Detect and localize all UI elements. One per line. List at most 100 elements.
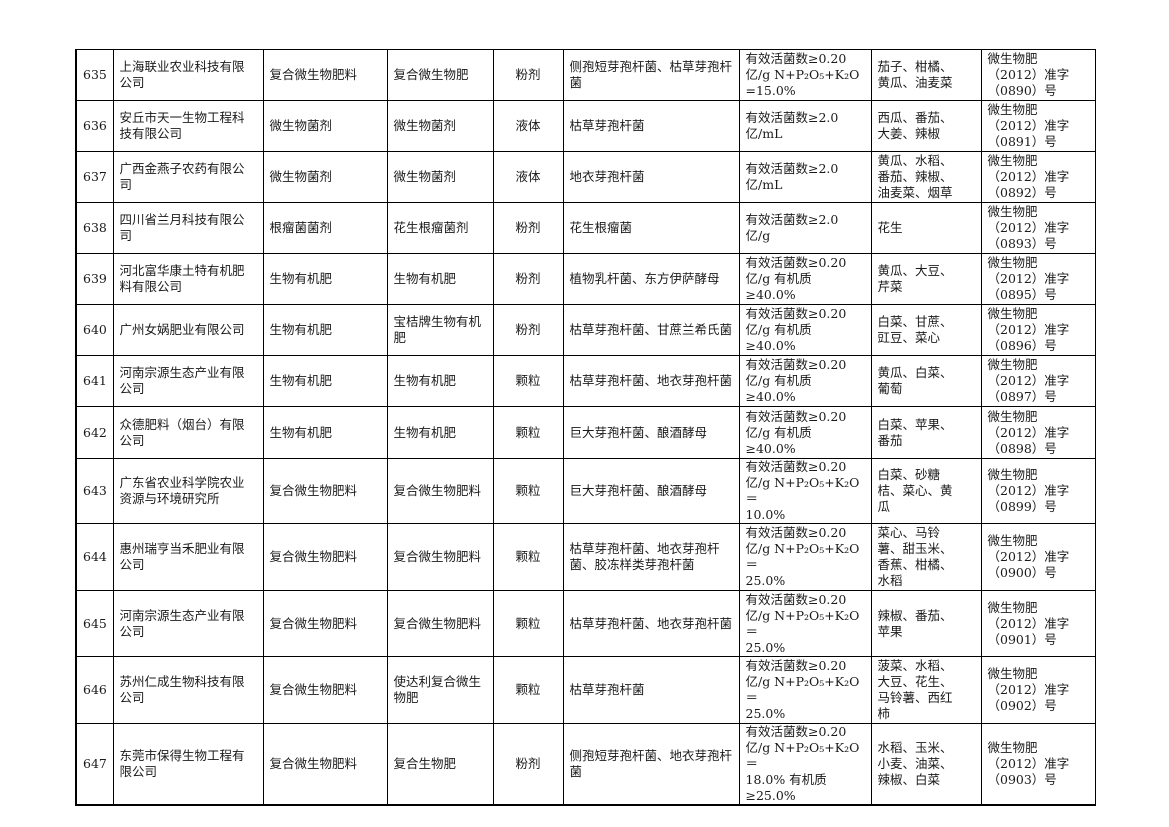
technical-content: 有效活菌数≥0.20 亿/g N+P₂O₅+K₂O =15.0%	[738, 49, 872, 101]
applicable-crops-line: 大姜、辣椒	[877, 126, 941, 141]
company-name: 广西金燕子农药有限公司	[112, 151, 264, 203]
registration-number-line: 微生物肥	[987, 599, 1038, 615]
technical-content-line: 有效活菌数≥0.20	[745, 724, 847, 739]
registration-number: 微生物肥 （2012）准字 （0900）号	[980, 523, 1096, 591]
applicable-crops-line: 黄瓜、大豆、	[877, 263, 953, 278]
registration-number: 微生物肥 （2012）准字 （0902）号	[980, 656, 1096, 724]
technical-content-line: 亿/g	[745, 228, 771, 243]
applicable-crops-line: 黄瓜、油麦菜	[877, 75, 953, 90]
row-number: 639	[75, 253, 114, 305]
strain-list: 植物乳杆菌、东方伊萨酵母	[562, 253, 740, 305]
product-form: 颗粒	[492, 458, 564, 524]
technical-content-line: 有效活菌数≥2.0	[745, 212, 839, 227]
table-row: 642 众德肥料（烟台）有限公司 生物有机肥 生物有机肥 颗粒 巨大芽孢杆菌、酿酒酵母 有效…	[75, 406, 1096, 459]
technical-content-line: =15.0%	[745, 83, 796, 98]
table-row: 639 河北富华康土特有机肥料有限公司 生物有机肥 生物有机肥 粉剂 植物乳杆菌、东方伊萨…	[75, 253, 1096, 305]
applicable-crops: 黄瓜、白菜、 葡萄	[870, 355, 982, 407]
product-form: 颗粒	[492, 656, 564, 724]
row-number: 647	[75, 723, 114, 806]
registration-number: 微生物肥 （2012）准字 （0897）号	[980, 355, 1096, 407]
technical-content-line: 亿/g N+P₂O₅+K₂O＝	[745, 475, 860, 506]
registration-number-line: （0899）号	[987, 499, 1057, 514]
registration-number-line: （2012）准字	[987, 373, 1070, 388]
product-category: 生物有机肥	[262, 406, 388, 459]
strain-list: 巨大芽孢杆菌、酿酒酵母	[562, 406, 740, 459]
registration-number-line: （2012）准字	[987, 271, 1070, 286]
registration-number: 微生物肥 （2012）准字 （0892）号	[980, 151, 1096, 203]
table-row: 637 广西金燕子农药有限公司 微生物菌剂 微生物菌剂 液体 地衣芽孢杆菌 有效活菌数≥2.…	[75, 151, 1096, 203]
technical-content-line: 亿/g N+P₂O₅+K₂O＝	[745, 607, 860, 639]
registration-number-line: （0900）号	[987, 565, 1057, 580]
product-form: 粉剂	[492, 253, 564, 305]
applicable-crops-line: 菜心、马铃	[877, 525, 941, 540]
applicable-crops: 白菜、甘蔗、 豇豆、菜心	[870, 304, 982, 356]
company-name: 河北富华康土特有机肥料有限公司	[112, 253, 264, 305]
technical-content-line: 25.0%	[745, 706, 786, 721]
technical-content-line: 18.0% 有机质	[745, 772, 827, 787]
company-name: 众德肥料（烟台）有限公司	[112, 406, 264, 459]
registration-number: 微生物肥 （2012）准字 （0896）号	[980, 304, 1096, 356]
product-name: 微生物菌剂	[386, 151, 494, 203]
technical-content-line: ≥25.0%	[745, 788, 796, 803]
product-name: 复合微生物肥	[386, 49, 494, 101]
product-name: 宝桔牌生物有机肥	[386, 304, 494, 356]
technical-content: 有效活菌数≥0.20 亿/g 有机质 ≥40.0%	[738, 406, 872, 459]
technical-content-line: ≥40.0%	[745, 287, 796, 302]
technical-content-line: 有效活菌数≥0.20	[745, 255, 847, 270]
registration-number-line: （0898）号	[987, 440, 1057, 456]
applicable-crops-line: 芹菜	[877, 279, 903, 294]
applicable-crops-line: 豇豆、菜心	[877, 330, 941, 345]
strain-list: 枯草芽孢杆菌、甘蔗兰希氏菌	[562, 304, 740, 356]
technical-content: 有效活菌数≥2.0 亿/mL	[738, 100, 872, 152]
technical-content: 有效活菌数≥0.20 亿/g 有机质 ≥40.0%	[738, 304, 872, 356]
registration-number: 微生物肥 （2012）准字 （0898）号	[980, 406, 1096, 459]
technical-content-line: 亿/mL	[745, 177, 783, 192]
registration-number-line: 微生物肥	[987, 255, 1038, 270]
technical-content: 有效活菌数≥2.0 亿/g	[738, 202, 872, 254]
applicable-crops-line: 茄子、柑橘、	[877, 59, 953, 74]
row-number: 641	[75, 355, 114, 407]
registration-number-line: （2012）准字	[987, 169, 1070, 184]
registration-number-line: （0890）号	[987, 83, 1057, 98]
strain-list: 枯草芽孢杆菌	[562, 656, 740, 724]
product-category: 复合微生物肥料	[262, 523, 388, 591]
applicable-crops: 白菜、苹果、 番茄	[870, 406, 982, 459]
technical-content-line: 有效活菌数≥0.20	[745, 306, 847, 321]
technical-content-line: ≥40.0%	[745, 338, 796, 353]
registration-number: 微生物肥 （2012）准字 （0903）号	[980, 723, 1096, 806]
applicable-crops-line: 柿	[877, 706, 891, 721]
product-category: 生物有机肥	[262, 355, 388, 407]
product-category: 复合微生物肥料	[262, 590, 388, 657]
technical-content-line: 亿/g N+P₂O₅+K₂O＝	[745, 674, 860, 705]
table-row: 640 广州女娲肥业有限公司 生物有机肥 宝桔牌生物有机肥 粉剂 枯草芽孢杆菌、甘蔗兰希氏…	[75, 304, 1096, 356]
strain-list: 巨大芽孢杆菌、酿酒酵母	[562, 458, 740, 524]
strain-list: 枯草芽孢杆菌	[562, 100, 740, 152]
product-form: 粉剂	[492, 304, 564, 356]
technical-content-line: 有效活菌数≥0.20	[745, 357, 847, 372]
applicable-crops-line: 辣椒、白菜	[877, 772, 941, 787]
registration-number-line: （2012）准字	[987, 549, 1070, 564]
applicable-crops-line: 黄瓜、水稻、	[877, 153, 953, 168]
applicable-crops-line: 番茄	[877, 432, 903, 448]
table-row: 644 惠州瑞亨当禾肥业有限公司 复合微生物肥料 复合微生物肥料 颗粒 枯草芽孢杆菌、地衣…	[75, 523, 1096, 591]
registration-number-line: 微生物肥	[987, 153, 1038, 168]
applicable-crops-line: 油麦菜、烟草	[877, 185, 953, 200]
table-row: 645 河南宗源生态产业有限公司 复合微生物肥料 复合微生物肥料 颗粒 枯草芽孢杆菌、地衣…	[75, 590, 1096, 657]
applicable-crops-line: 苹果	[877, 623, 903, 639]
applicable-crops-line: 辣椒、番茄、	[877, 607, 953, 623]
product-name: 复合微生物肥料	[386, 590, 494, 657]
technical-content-line: ≥40.0%	[745, 389, 796, 404]
product-category: 复合微生物肥料	[262, 656, 388, 724]
applicable-crops: 黄瓜、水稻、 番茄、辣椒、 油麦菜、烟草	[870, 151, 982, 203]
row-number: 635	[75, 49, 114, 101]
technical-content: 有效活菌数≥0.20 亿/g 有机质 ≥40.0%	[738, 355, 872, 407]
product-form: 颗粒	[492, 355, 564, 407]
applicable-crops-line: 香蕉、柑橘、	[877, 557, 953, 572]
applicable-crops-line: 菠菜、水稻、	[877, 658, 953, 673]
technical-content: 有效活菌数≥0.20 亿/g 有机质 ≥40.0%	[738, 253, 872, 305]
product-form: 液体	[492, 100, 564, 152]
technical-content: 有效活菌数≥0.20 亿/g N+P₂O₅+K₂O＝ 25.0%	[738, 590, 872, 657]
applicable-crops: 辣椒、番茄、 苹果	[870, 590, 982, 657]
registration-number-line: 微生物肥	[987, 357, 1038, 372]
strain-list: 枯草芽孢杆菌、地衣芽孢杆菌、胶冻样类芽孢杆菌	[562, 523, 740, 591]
